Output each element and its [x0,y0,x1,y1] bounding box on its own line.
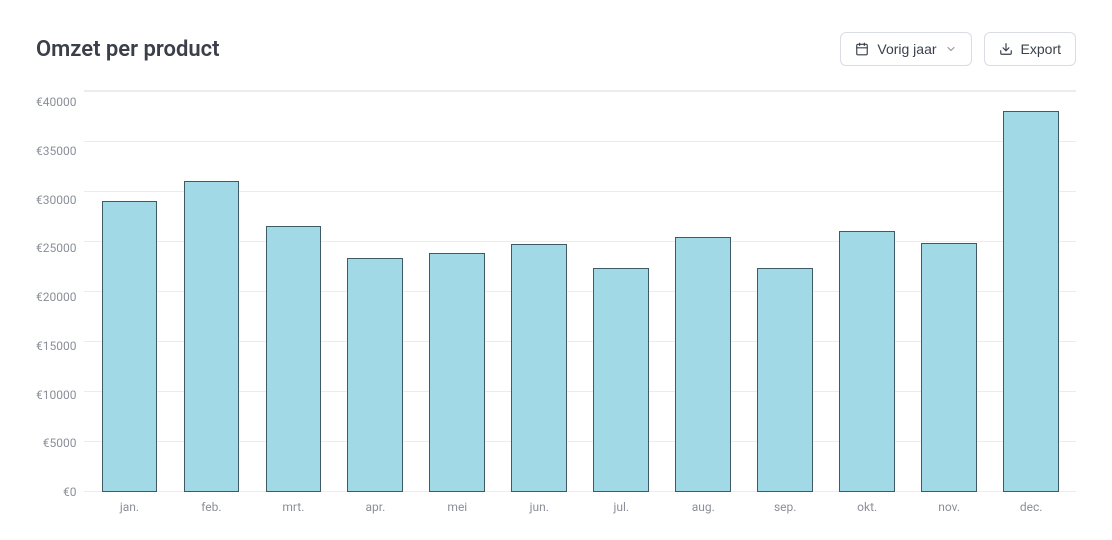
bar-slot [498,91,580,492]
y-axis: €40000 €35000 €30000 €25000 €20000 €15000 €100… [36,90,84,520]
y-tick-label: €20000 [36,291,76,303]
y-tick-label: €25000 [36,242,76,254]
y-tick-label: €30000 [36,194,76,206]
x-tick-label: okt. [826,492,908,520]
chevron-down-icon [945,43,957,55]
bar-slot [170,91,252,492]
y-tick-label: €0 [63,486,77,498]
bar-slot [662,91,744,492]
bar[interactable] [347,258,403,492]
bar[interactable] [102,201,158,492]
bars-container [84,91,1076,492]
chart-title: Omzet per product [36,37,220,62]
bar[interactable] [675,237,731,492]
x-tick-label: sep. [744,492,826,520]
y-tick-label: €40000 [36,96,76,108]
x-tick-label: apr. [334,492,416,520]
bar-slot [88,91,170,492]
calendar-icon [855,42,869,56]
x-tick-label: mrt. [252,492,334,520]
header-controls: Vorig jaar Export [840,32,1076,66]
y-tick-label: €15000 [36,340,76,352]
chart-panel: Omzet per product Vorig jaar Export €400… [0,0,1112,540]
export-button[interactable]: Export [984,32,1076,66]
bar[interactable] [593,268,649,492]
plot-area: jan.feb.mrt.apr.meijun.jul.aug.sep.okt.n… [84,90,1076,520]
bar-slot [744,91,826,492]
download-icon [999,42,1013,56]
x-tick-label: feb. [170,492,252,520]
x-tick-label: aug. [662,492,744,520]
y-tick-label: €35000 [36,145,76,157]
bar[interactable] [429,253,485,492]
chart-area: €40000 €35000 €30000 €25000 €20000 €15000 €100… [36,90,1076,520]
x-tick-label: jun. [498,492,580,520]
y-tick-label: €5000 [43,437,77,449]
x-tick-label: nov. [908,492,990,520]
bar-slot [908,91,990,492]
bar[interactable] [511,244,567,492]
bar-slot [416,91,498,492]
x-tick-label: jan. [88,492,170,520]
bar[interactable] [839,231,895,492]
export-button-label: Export [1021,41,1061,57]
panel-header: Omzet per product Vorig jaar Export [36,32,1076,66]
bar[interactable] [266,226,322,492]
bar-slot [252,91,334,492]
bar-slot [990,91,1072,492]
bar-slot [580,91,662,492]
x-tick-label: dec. [990,492,1072,520]
bar[interactable] [1003,111,1059,492]
x-tick-label: mei [416,492,498,520]
bar-slot [334,91,416,492]
period-selector-label: Vorig jaar [877,41,936,57]
period-selector-button[interactable]: Vorig jaar [840,32,971,66]
y-tick-label: €10000 [36,389,76,401]
bar[interactable] [921,243,977,492]
bar-slot [826,91,908,492]
bar[interactable] [184,181,240,492]
x-tick-label: jul. [580,492,662,520]
bar[interactable] [757,268,813,492]
x-axis: jan.feb.mrt.apr.meijun.jul.aug.sep.okt.n… [84,492,1076,520]
